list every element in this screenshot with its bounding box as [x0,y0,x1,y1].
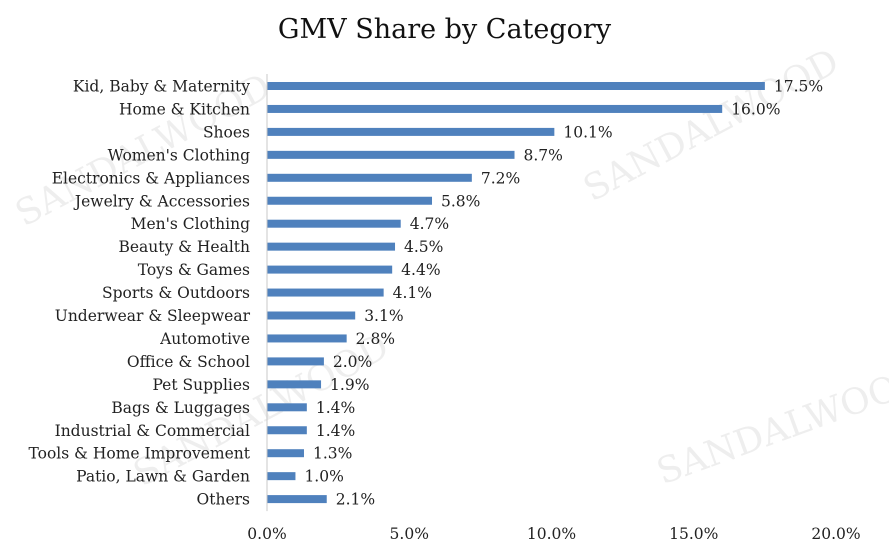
category-label: Underwear & Sleepwear [55,307,251,325]
category-label: Tools & Home Improvement [28,445,250,463]
x-tick-label: 20.0% [811,525,860,543]
data-label: 1.4% [316,422,355,440]
x-tick-label: 5.0% [390,525,429,543]
data-label: 4.5% [404,238,443,256]
category-label: Kid, Baby & Maternity [73,78,250,96]
bar [267,472,296,481]
data-label: 3.1% [364,307,403,325]
x-tick-label: 15.0% [669,525,718,543]
bar [267,403,307,412]
data-label: 7.2% [481,169,520,187]
data-label: 1.3% [313,445,352,463]
bar [267,311,356,320]
bar [267,219,401,228]
data-label: 10.1% [563,123,612,141]
category-label: Men's Clothing [131,215,250,233]
bar [267,380,322,389]
category-label: Shoes [203,123,250,141]
category-label: Automotive [159,330,250,348]
category-label: Pet Supplies [152,376,250,394]
data-label: 17.5% [774,78,823,96]
category-label: Home & Kitchen [119,100,250,118]
data-label: 1.9% [330,376,369,394]
category-label: Office & School [127,353,250,371]
data-label: 4.1% [393,284,432,302]
bar [267,426,307,435]
category-label: Jewelry & Accessories [73,192,250,210]
category-label: Beauty & Health [118,238,250,256]
x-tick-label: 10.0% [527,525,576,543]
bar [267,173,472,182]
bar [267,449,304,458]
category-label: Others [197,491,251,509]
data-label: 1.0% [304,468,343,486]
data-label: 1.4% [316,399,355,417]
bar [267,127,555,136]
bar [267,495,327,504]
bar [267,288,384,297]
data-label: 4.7% [410,215,449,233]
category-label: Industrial & Commercial [55,422,250,440]
data-label: 4.4% [401,261,440,279]
bar [267,196,433,205]
category-label: Bags & Luggages [111,399,250,417]
chart-title: GMV Share by Category [277,14,612,45]
data-label: 2.0% [333,353,372,371]
data-label: 8.7% [524,146,563,164]
data-label: 16.0% [731,100,780,118]
category-label: Toys & Games [138,261,250,279]
bar [267,357,324,366]
x-tick-label: 0.0% [247,525,286,543]
bar [267,265,393,274]
bar [267,150,515,159]
category-label: Women's Clothing [108,146,251,164]
category-label: Sports & Outdoors [102,284,250,302]
bar [267,242,396,251]
data-label: 5.8% [441,192,480,210]
category-label: Electronics & Appliances [52,169,250,187]
bar [267,82,765,90]
bar [267,104,723,113]
category-label: Patio, Lawn & Garden [76,468,250,486]
data-label: 2.8% [356,330,395,348]
data-label: 2.1% [336,491,375,509]
bar [267,334,347,343]
